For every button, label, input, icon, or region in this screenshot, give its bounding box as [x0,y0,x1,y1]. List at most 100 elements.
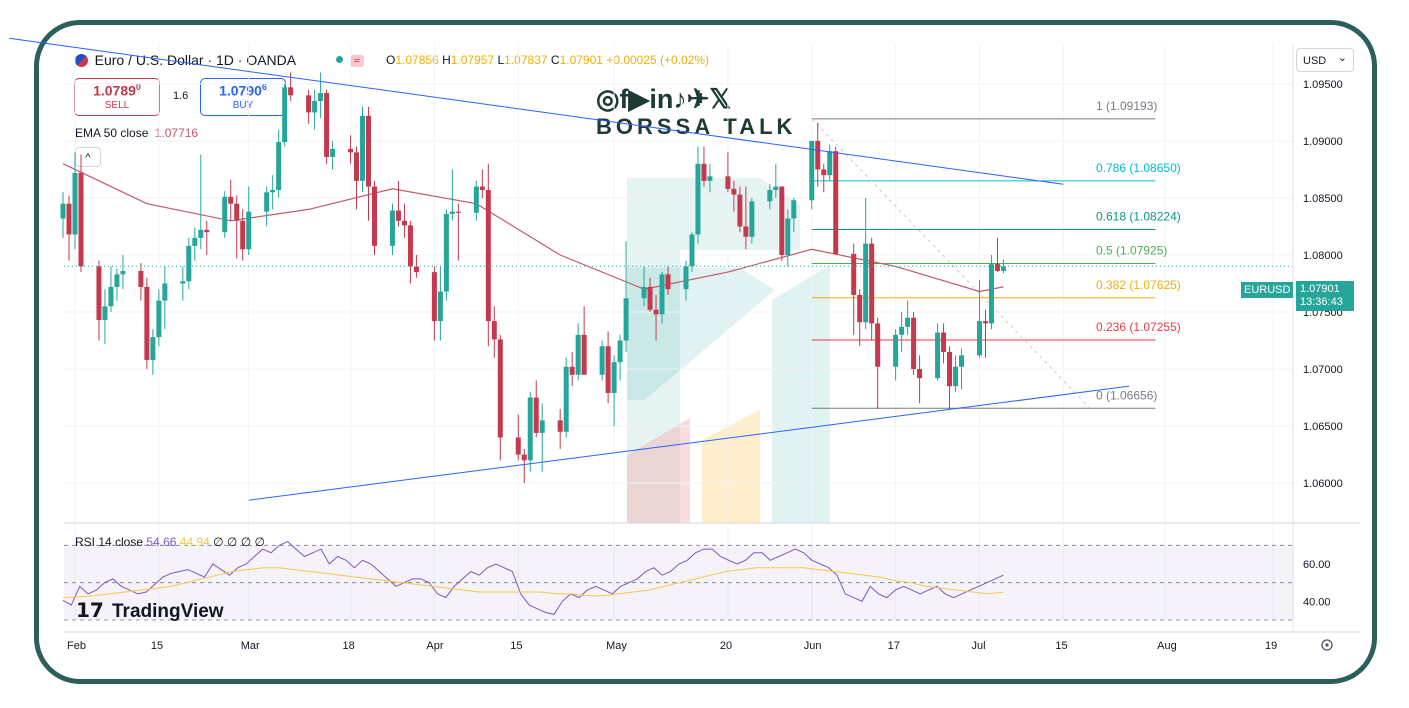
ema-legend[interactable]: EMA 50 close 1.07716 [75,126,198,140]
watermark-bar-red [627,418,690,523]
ohlc-change: +0.00025 (+0.02%) [606,53,710,67]
candle-body [976,321,982,356]
candle-body [575,334,581,375]
candle [318,72,324,119]
candle [701,146,707,187]
candle-body [653,309,659,315]
candle [569,351,575,387]
candle-body [306,95,312,113]
candle-body [953,366,959,387]
symbol-title[interactable]: Euro / U.S. Dollar · 1D · OANDA [94,52,297,68]
time-axis[interactable]: Feb 15 Mar 18 Apr 15 May 20 Jun 17 Jul 15 Aug 19 [67,640,1277,652]
candle [623,241,629,352]
watermark-bar-green [772,265,830,523]
candle-body [114,274,120,287]
social-icons: ◎f▶in♪✈𝕏 [596,84,731,114]
candle [617,334,623,381]
chart-frame [34,20,1377,684]
fib-level-label: 0.382 (1.07625) [1096,278,1181,292]
ohlc-open: 1.07856 [395,53,439,67]
gear-ring [1321,639,1333,651]
price-axis[interactable]: 1.095001.090001.085001.080001.075001.070… [1292,44,1343,632]
candle [366,106,372,221]
settings-gear-icon[interactable] [1321,639,1333,651]
rsi-legend[interactable]: RSI 14 close 54.66 44.94 ∅ ∅ ∅ ∅ [75,535,265,549]
candle [695,146,701,244]
candle [330,140,336,170]
candle-body [815,140,821,170]
time-tick-label: 15 [1055,640,1067,652]
candle [785,209,791,267]
candle [204,220,210,255]
candle-body [683,266,689,290]
trendline-descending[interactable] [9,37,1064,185]
candle-body [491,321,497,340]
trendlines[interactable] [9,37,1130,501]
candle-body [827,151,833,176]
candle [348,135,354,164]
candle [773,163,779,198]
candle-body [240,220,246,250]
candle-body [773,186,779,190]
wave-icon: ≈ [349,55,364,67]
candle [917,355,923,404]
ohlc-close-label: C [550,53,560,67]
candle [455,203,461,261]
price-tick-label: 1.06000 [1303,478,1343,490]
candle-body [324,93,330,157]
sell-label: SELL [104,99,130,111]
candle [575,323,581,381]
candle-body [857,294,863,323]
candle-body [264,192,270,212]
candle-body [120,270,126,275]
candle [911,312,917,375]
rsi-ma-line [62,567,1004,599]
candle [851,243,857,335]
candle-body [599,346,605,375]
currency-select[interactable]: USD ⌄ [1296,48,1354,72]
candle-body [863,243,869,323]
time-tick-label: Apr [426,640,443,652]
rsi-tick-label: 60.00 [1303,559,1331,571]
candle-body [497,339,503,438]
candle-body [180,281,186,284]
candle-body [563,366,569,432]
rsi-label: RSI 14 close [75,535,144,549]
candle [988,254,994,330]
candle [144,277,150,370]
candle-body [222,196,228,233]
candle-body [737,194,743,227]
fib-level-label: 0.786 (1.08650) [1096,161,1181,175]
time-tick-label: 18 [343,640,355,652]
candle-body [150,337,156,360]
candle [557,408,563,449]
candle [767,184,773,210]
time-tick-label: May [606,640,627,652]
candle-body [941,332,947,352]
ema-label: EMA 50 close [75,126,149,140]
candle [222,191,228,238]
candle [473,180,479,221]
price-tick-label: 1.09000 [1303,136,1343,148]
trendline-ascending[interactable] [248,385,1130,501]
candle [779,186,785,261]
candle-body [395,210,401,221]
watermark-bar-yellow [702,410,760,523]
candle-body [767,189,773,202]
candle [156,289,162,347]
candle-body [413,266,419,273]
candle-body [725,176,731,189]
candle-body [809,140,815,201]
candle-body [204,229,210,233]
fibonacci-retracement[interactable]: 1 (1.09193) 0.786 (1.08650) 0.618 (1.08224… [811,99,1181,409]
market-open-dot-icon [336,56,343,63]
candle [653,294,659,341]
candle [827,144,833,181]
candle-body [407,225,413,267]
candle [66,195,72,261]
candle [234,195,240,259]
candle [306,89,312,124]
candle [186,237,192,290]
rsi-tick-label: 40.00 [1303,596,1331,608]
